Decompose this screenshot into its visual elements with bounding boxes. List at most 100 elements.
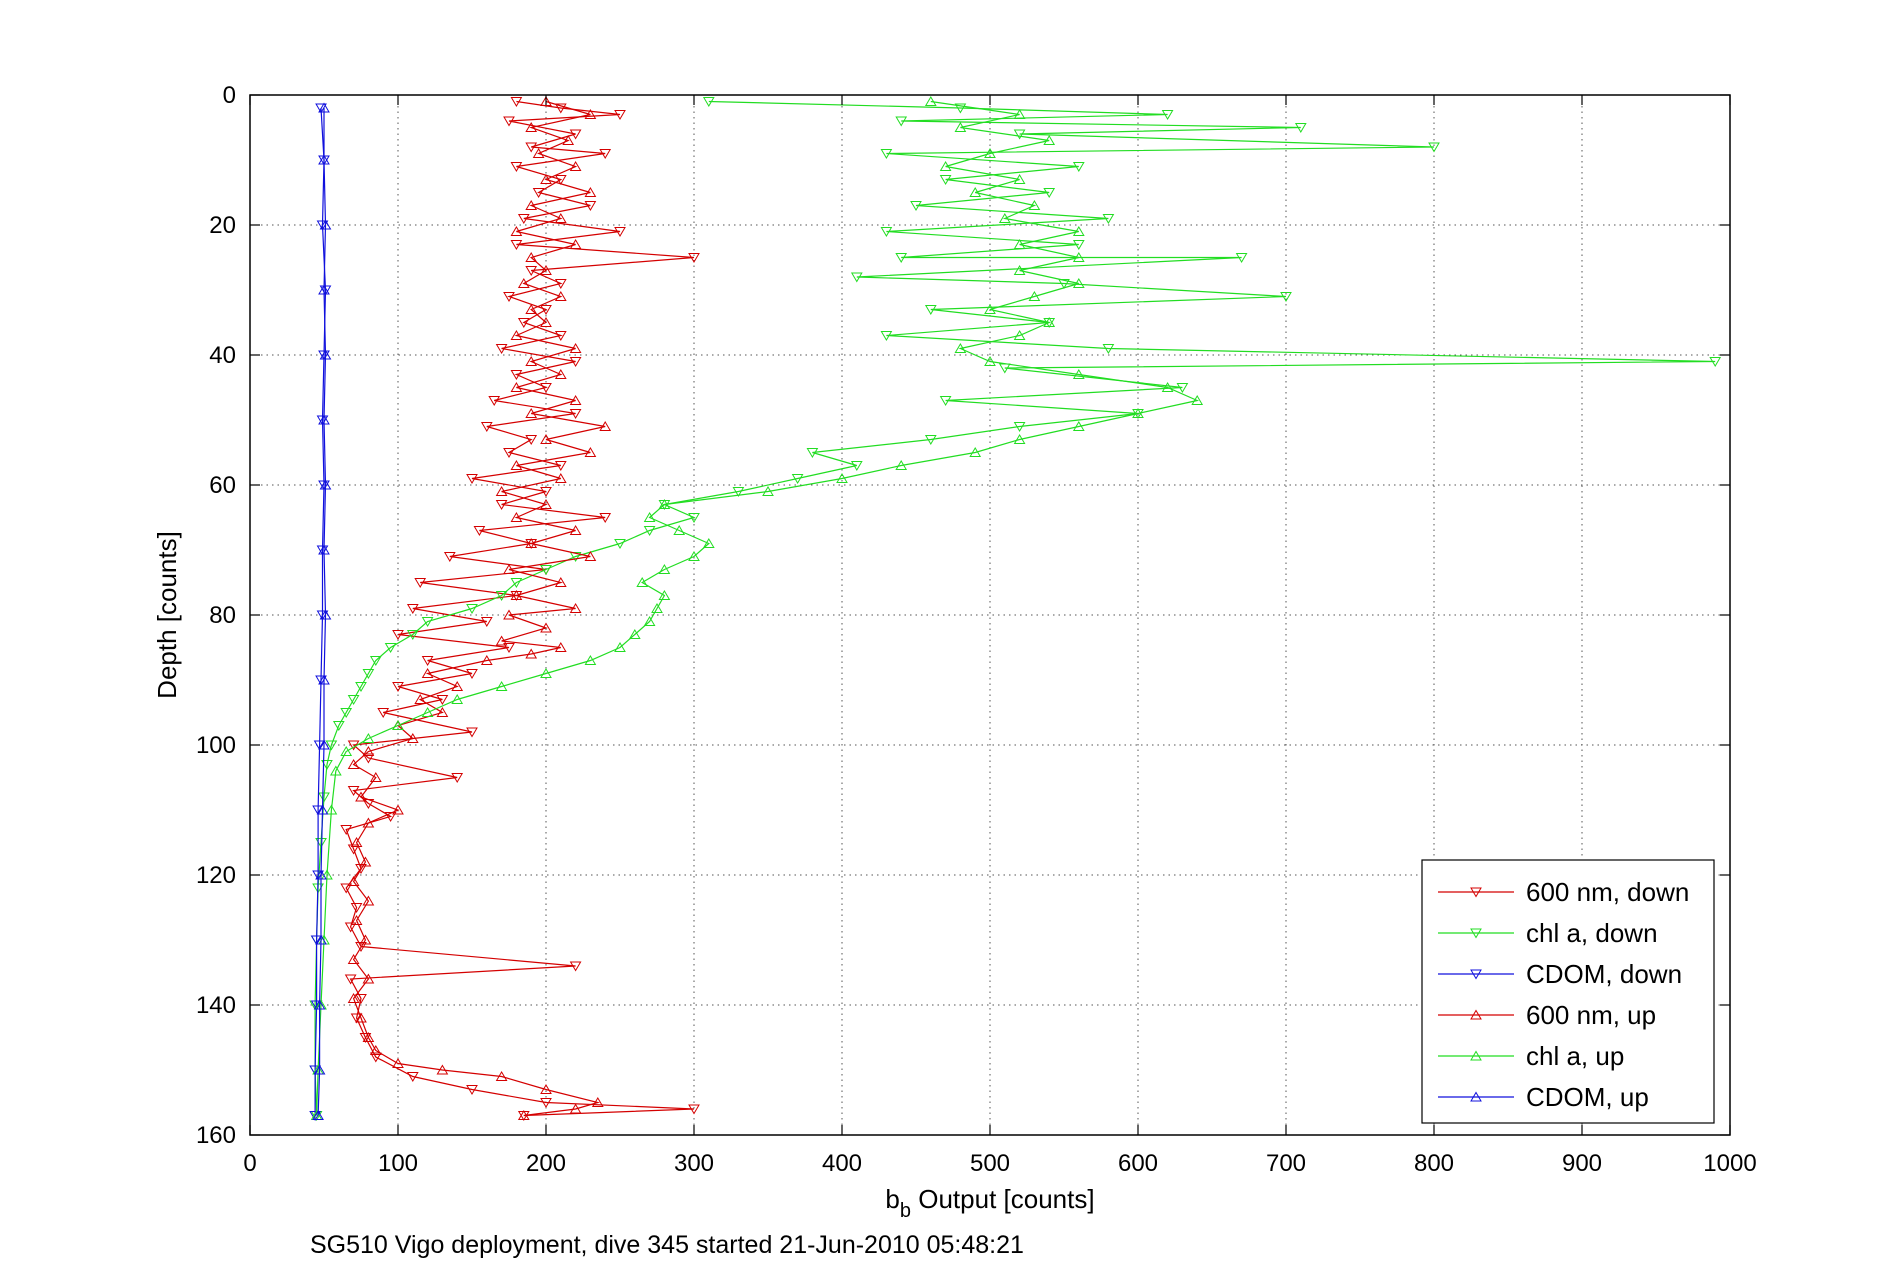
- data-point-marker: [347, 993, 360, 1003]
- data-point-marker: [584, 201, 597, 211]
- y-tick-label: 0: [223, 82, 236, 109]
- data-point-marker: [510, 512, 523, 522]
- data-point-marker: [584, 447, 597, 457]
- legend-item: chl a, up: [1438, 1041, 1624, 1071]
- data-point-marker: [924, 435, 937, 445]
- data-point-marker: [1072, 421, 1085, 431]
- legend-box: [1421, 859, 1715, 1124]
- series-3: [347, 96, 612, 1120]
- data-point-marker: [525, 538, 538, 548]
- data-point-marker: [643, 512, 656, 522]
- data-point-marker: [347, 786, 360, 796]
- data-point-marker: [628, 629, 641, 639]
- data-point-marker: [1043, 135, 1056, 145]
- data-point-marker: [347, 844, 360, 855]
- data-point-marker: [688, 513, 700, 523]
- data-point-marker: [355, 791, 367, 802]
- data-point-marker: [1161, 382, 1174, 392]
- data-point-marker: [658, 499, 671, 509]
- data-point-marker: [312, 805, 324, 816]
- data-point-marker: [392, 720, 404, 730]
- data-point-marker: [436, 695, 449, 705]
- x-tick-label: 0: [243, 1150, 256, 1177]
- data-point-marker: [318, 480, 330, 491]
- data-point-marker: [316, 804, 329, 815]
- data-point-marker: [1028, 200, 1041, 210]
- data-point-marker: [954, 122, 967, 132]
- data-point-marker: [309, 1111, 321, 1121]
- data-point-marker: [466, 604, 478, 614]
- legend-swatch-marker: [1470, 969, 1482, 980]
- data-point-marker: [510, 460, 523, 470]
- data-point-marker: [340, 746, 353, 756]
- legend: 600 nm, down chl a, down CDOM, down 600 nm,…: [1421, 859, 1715, 1124]
- data-point-marker: [1191, 395, 1204, 405]
- data-point-marker: [510, 590, 523, 600]
- data-point-marker: [510, 382, 523, 392]
- data-point-marker: [1043, 317, 1056, 327]
- data-point-marker: [350, 915, 363, 925]
- data-point-marker: [569, 525, 582, 535]
- y-tick-label: 20: [209, 212, 236, 239]
- x-tick-label: 200: [526, 1150, 566, 1177]
- series-line: [314, 100, 1716, 1116]
- data-point-marker: [369, 656, 382, 666]
- data-point-marker: [1072, 162, 1085, 172]
- data-point-marker: [466, 1085, 478, 1095]
- data-point-marker: [510, 226, 523, 236]
- data-point-marker: [329, 765, 342, 776]
- data-point-marker: [325, 740, 338, 751]
- data-point-marker: [318, 350, 330, 361]
- data-point-marker: [451, 694, 464, 704]
- data-point-marker: [924, 305, 937, 315]
- data-point-marker: [554, 461, 567, 471]
- data-point-marker: [554, 213, 567, 223]
- legend-label: CDOM, down: [1526, 959, 1682, 989]
- series-line: [352, 100, 606, 1117]
- data-point-marker: [554, 291, 567, 301]
- data-point-marker: [510, 330, 523, 340]
- data-point-marker: [392, 630, 404, 640]
- series-line: [345, 100, 695, 1117]
- data-point-marker: [525, 408, 538, 418]
- data-point-marker: [421, 617, 434, 627]
- data-point-marker: [318, 414, 330, 425]
- x-tick-label: 900: [1562, 1150, 1602, 1177]
- data-point-marker: [436, 1064, 449, 1075]
- y-tick-label: 40: [209, 342, 236, 369]
- data-point-marker: [1102, 214, 1115, 224]
- data-point-marker: [554, 175, 567, 185]
- data-point-marker: [1235, 253, 1248, 263]
- data-point-marker: [1176, 383, 1189, 393]
- data-point-marker: [503, 448, 515, 458]
- data-point-marker: [414, 578, 427, 588]
- data-point-marker: [954, 103, 967, 114]
- series-0: [340, 97, 700, 1121]
- data-point-marker: [1013, 422, 1026, 432]
- data-point-marker: [369, 772, 382, 782]
- series-line: [316, 100, 1200, 1116]
- data-point-marker: [532, 188, 545, 198]
- data-point-marker: [359, 934, 372, 945]
- data-point-marker: [880, 227, 893, 237]
- legend-item: CDOM, down: [1438, 959, 1682, 989]
- data-point-marker: [540, 265, 552, 275]
- x-tick-label: 300: [674, 1150, 714, 1177]
- data-point-marker: [316, 415, 329, 426]
- data-point-marker: [318, 154, 330, 165]
- data-point-marker: [910, 201, 922, 211]
- data-point-marker: [584, 655, 597, 665]
- legend-swatch-marker: [1470, 1050, 1482, 1061]
- data-point-marker: [359, 856, 372, 867]
- data-point-marker: [321, 760, 333, 770]
- data-point-marker: [525, 435, 538, 445]
- data-point-marker: [599, 149, 612, 159]
- legend-label: CDOM, up: [1526, 1082, 1649, 1112]
- data-point-marker: [347, 759, 360, 769]
- data-point-marker: [503, 116, 515, 127]
- data-point-marker: [466, 727, 478, 738]
- data-point-marker: [313, 740, 326, 751]
- data-point-marker: [836, 473, 848, 483]
- data-point-marker: [392, 682, 404, 692]
- data-point-marker: [658, 564, 671, 574]
